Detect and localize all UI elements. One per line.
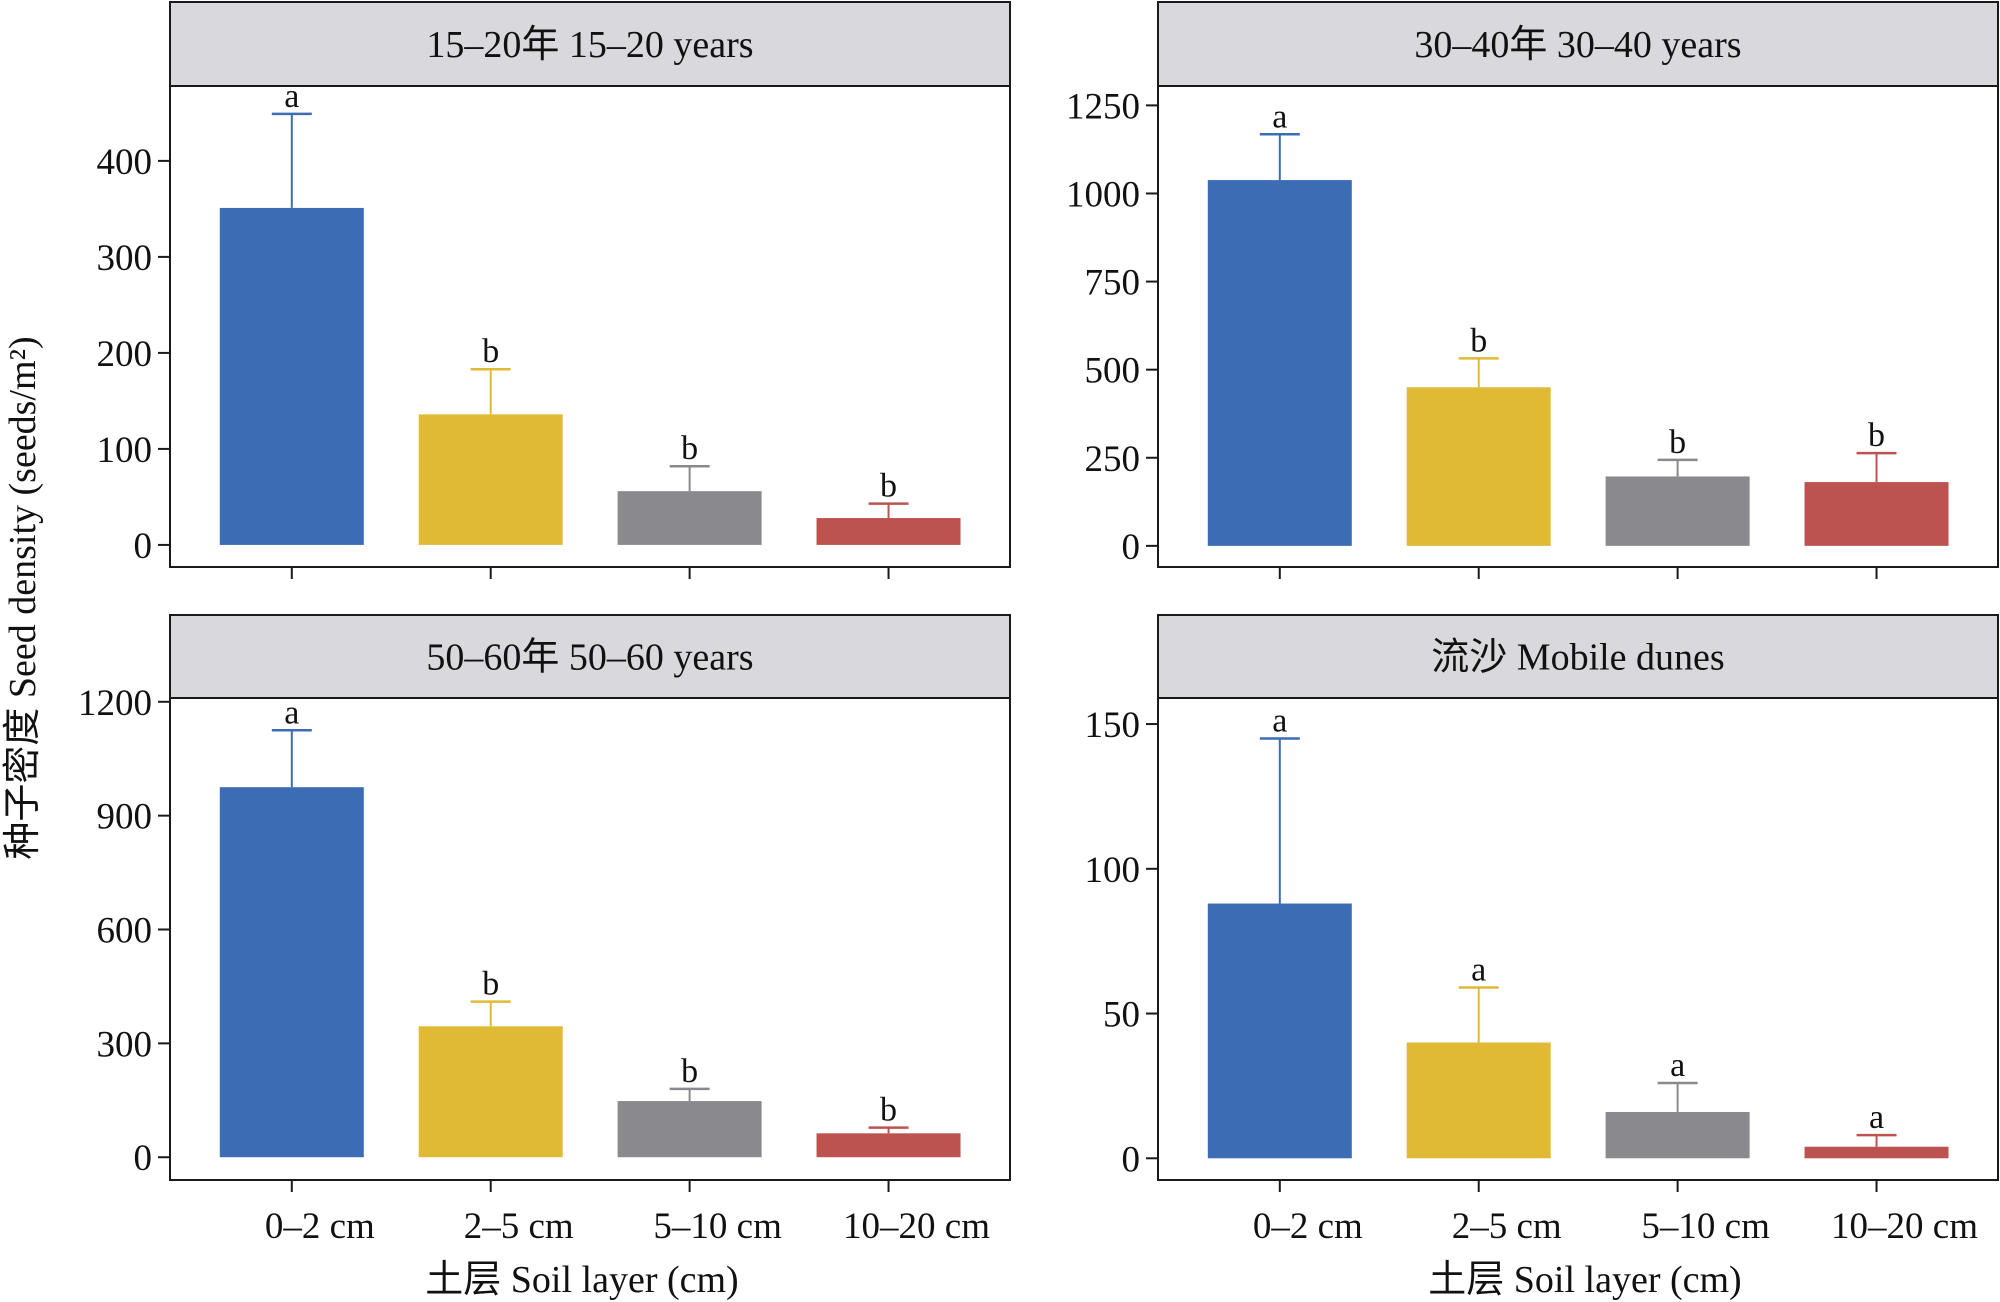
x-axis-title-left: 土层 Soil layer (cm): [425, 1259, 738, 1301]
x-tick-label: 2–5 cm: [1452, 1206, 1562, 1247]
significance-letter: b: [681, 1053, 698, 1090]
x-tick-label: 0–2 cm: [265, 1206, 375, 1247]
panel-2: 30–40年 30–40 years 0 250 500 750 1000 1250 a b b b: [1066, 1, 1999, 579]
y-tick-label: 0: [1122, 527, 1141, 568]
y-axis-title: 种子密度 Seed density (seeds/m²): [2, 336, 44, 859]
plot-frame: [169, 85, 1011, 568]
y-tick-label: 0: [134, 1138, 153, 1179]
y-tick-label: 600: [97, 911, 153, 952]
significance-letter: b: [1669, 424, 1686, 461]
panels: 15–20年 15–20 years0100200300400abbb30–40…: [78, 1, 1999, 1247]
bar: [219, 787, 364, 1158]
y-tick-label: 0: [1122, 1139, 1141, 1180]
y-tick-label: 100: [1085, 850, 1141, 891]
x-tick-label: 10–20 cm: [1831, 1206, 1978, 1247]
y-tick-label: 250: [1085, 439, 1141, 480]
plot-frame: [1157, 85, 1999, 568]
significance-letter: a: [1670, 1047, 1685, 1084]
bar: [1406, 1042, 1551, 1159]
panel-title: 50–60年 50–60 years: [426, 637, 753, 679]
panel-title: 流沙 Mobile dunes: [1431, 637, 1724, 679]
y-tick-label: 1250: [1066, 86, 1140, 127]
bar: [816, 1133, 961, 1158]
y-tick-label: 150: [1085, 705, 1141, 746]
bar: [816, 518, 961, 545]
y-tick-label: 1200: [78, 683, 152, 724]
plot-frame: [1157, 697, 1999, 1181]
significance-letter: b: [1868, 417, 1885, 454]
bar: [1605, 476, 1750, 546]
y-tick-label: 500: [1085, 351, 1141, 392]
y-tick-label: 300: [97, 238, 153, 279]
y-tick-label: 1000: [1066, 174, 1140, 215]
significance-letter: b: [681, 430, 698, 467]
x-tick-label: 0–2 cm: [1253, 1206, 1363, 1247]
significance-letter: b: [482, 966, 499, 1003]
panel-title: 15–20年 15–20 years: [426, 24, 753, 66]
significance-letter: b: [880, 1092, 897, 1129]
strip-header: [169, 1, 1011, 87]
y-tick-label: 200: [97, 334, 153, 375]
x-tick-label: 10–20 cm: [843, 1206, 990, 1247]
significance-letter: a: [1272, 703, 1287, 740]
strip-header: [1157, 614, 1999, 699]
bar: [1605, 1111, 1750, 1159]
significance-letter: b: [1470, 322, 1487, 359]
panel-1: 15–20年 15–20 years 0 100 200 300 400 a b b b: [97, 1, 1011, 579]
y-tick-label: 750: [1085, 263, 1141, 304]
y-tick-label: 0: [134, 526, 153, 567]
y-tick-label: 50: [1103, 995, 1140, 1036]
plot-frame: [169, 697, 1011, 1181]
panel-3: 50–60年 50–60 years 0 300 600 900 1200 a 0–2 cm b…: [78, 614, 1011, 1247]
panel-title: 30–40年 30–40 years: [1414, 24, 1741, 66]
significance-letter: b: [482, 333, 499, 370]
y-tick-label: 900: [97, 797, 153, 838]
strip-header: [1157, 1, 1999, 87]
bar: [617, 491, 762, 545]
bar: [1207, 903, 1352, 1159]
panel-4: 流沙 Mobile dunes 0 50 100 150 a 0–2 cm a 2–5 cm a 5…: [1085, 614, 1999, 1247]
bar: [219, 207, 364, 545]
x-tick-label: 5–10 cm: [1641, 1206, 1770, 1247]
x-axis-title-right: 土层 Soil layer (cm): [1428, 1259, 1741, 1301]
y-tick-label: 300: [97, 1024, 153, 1065]
x-tick-label: 5–10 cm: [653, 1206, 782, 1247]
significance-letter: a: [284, 694, 299, 731]
significance-letter: a: [284, 78, 299, 115]
significance-letter: a: [1869, 1099, 1884, 1136]
bar: [1804, 1146, 1949, 1159]
bar: [1406, 387, 1551, 546]
y-tick-label: 400: [97, 142, 153, 183]
bar: [418, 414, 563, 545]
bar: [1207, 180, 1352, 546]
bar: [418, 1026, 563, 1158]
y-tick-label: 100: [97, 430, 153, 471]
significance-letter: b: [880, 468, 897, 505]
bar: [1804, 482, 1949, 546]
bar: [617, 1101, 762, 1158]
significance-letter: a: [1272, 98, 1287, 135]
significance-letter: a: [1471, 951, 1486, 988]
x-tick-label: 2–5 cm: [464, 1206, 574, 1247]
